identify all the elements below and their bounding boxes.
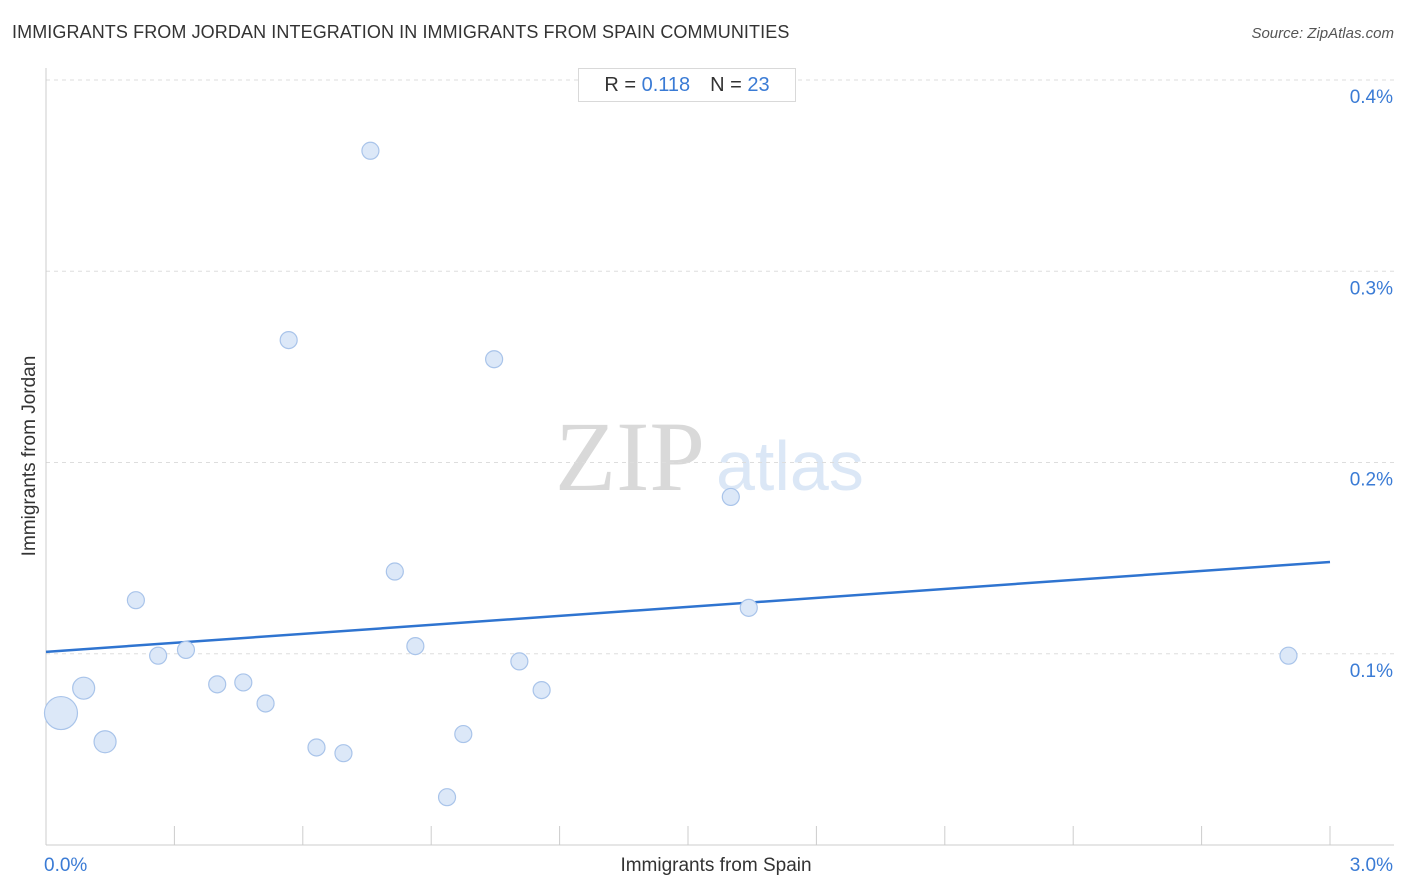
data-point-5 (176, 640, 196, 660)
y-axis-title: Immigrants from Jordan (19, 356, 40, 557)
watermark-atlas: atlas (716, 427, 864, 505)
y-tick-label-2: 0.3% (1350, 278, 1393, 299)
data-point-20 (721, 487, 740, 507)
watermark-zip: ZIP (555, 401, 705, 512)
data-point-15 (437, 788, 457, 807)
data-point-8 (256, 694, 275, 713)
data-point-2 (93, 730, 117, 754)
data-point-4 (149, 646, 168, 665)
data-point-0 (43, 695, 79, 731)
data-point-17 (485, 350, 504, 369)
data-point-3 (126, 591, 145, 610)
data-points (43, 141, 1298, 807)
x-axis-title: Immigrants from Spain (620, 855, 811, 876)
x-tick-label-1: 3.0% (1350, 855, 1393, 876)
y-tick-label-3: 0.4% (1350, 87, 1393, 108)
data-point-9 (279, 331, 298, 350)
n-label: N = (710, 73, 742, 96)
r-value: 0.118 (641, 73, 691, 96)
trendline (45, 560, 1331, 654)
source-label: Source: ZipAtlas.com (1251, 25, 1394, 42)
stats-box: R = 0.118 N = 23 (578, 68, 796, 102)
data-point-13 (385, 562, 404, 581)
data-point-7 (234, 673, 253, 692)
gridlines (46, 79, 1394, 655)
data-point-6 (208, 675, 227, 694)
data-point-14 (406, 636, 425, 656)
watermark: ZIP atlas (555, 401, 864, 512)
data-point-22 (1279, 646, 1298, 665)
data-point-11 (334, 744, 353, 763)
chart-title: IMMIGRANTS FROM JORDAN INTEGRATION IN IM… (12, 22, 790, 42)
data-point-21 (739, 598, 758, 617)
data-point-10 (307, 738, 326, 757)
tick-labels: 0.1% 0.2% 0.3% 0.4% 0.0% 3.0% (44, 87, 1393, 876)
trendline-group (45, 560, 1331, 654)
data-point-16 (454, 724, 473, 744)
x-tick-label-0: 0.0% (44, 855, 87, 876)
data-point-18 (510, 652, 529, 671)
data-point-1 (72, 676, 96, 700)
y-tick-label-1: 0.2% (1350, 470, 1393, 491)
y-tick-label-0: 0.1% (1350, 661, 1393, 682)
data-point-12 (361, 141, 380, 160)
r-label: R = (604, 73, 637, 96)
n-value: 23 (747, 73, 770, 96)
data-point-19 (532, 680, 551, 700)
